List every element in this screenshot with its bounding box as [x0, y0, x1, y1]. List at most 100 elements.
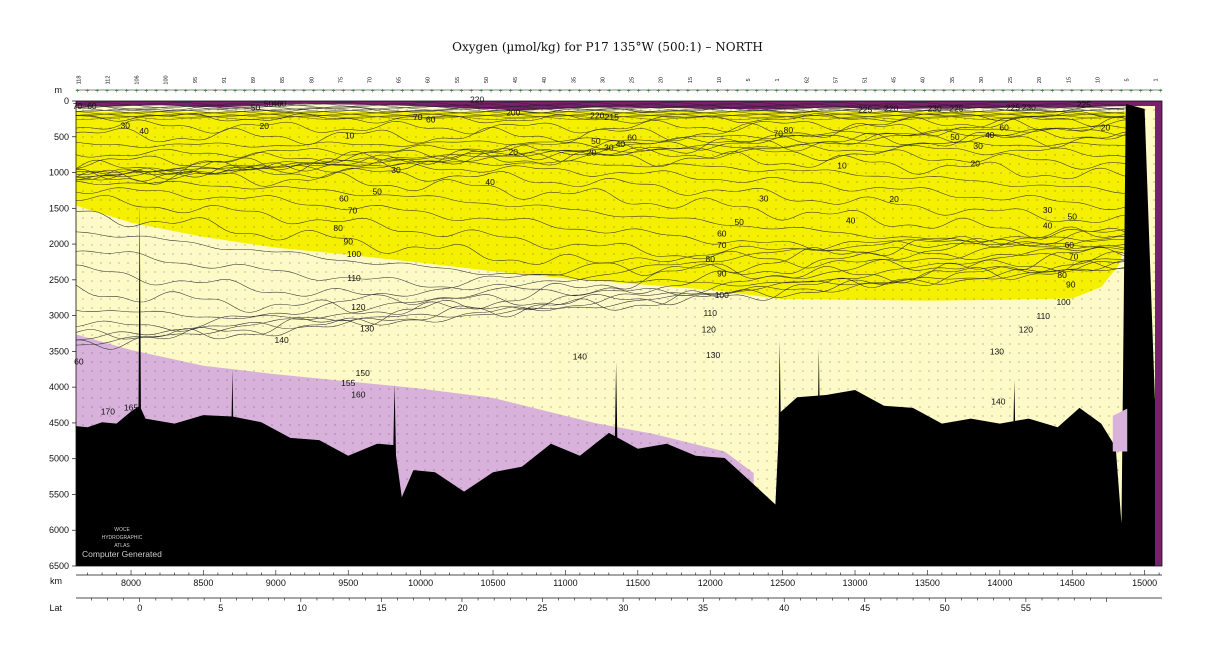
contour-label: 40	[273, 98, 283, 108]
distance-tick-label: 11000	[553, 578, 577, 588]
station-marker: +	[459, 88, 463, 95]
contour-label: 130	[706, 350, 720, 360]
station-marker: +	[1011, 88, 1015, 95]
station-marker: +	[981, 88, 985, 95]
contour-label: 80	[333, 223, 343, 233]
contour-label: 60	[277, 98, 287, 108]
latitude-tick-label: 5	[218, 603, 223, 613]
contour-label: 60	[426, 115, 436, 125]
station-marker: +	[765, 88, 769, 95]
station-label: 40	[542, 77, 548, 83]
station-marker: +	[883, 88, 887, 95]
station-marker: +	[400, 88, 404, 95]
station-marker: +	[75, 88, 79, 95]
station-marker: +	[361, 88, 365, 95]
latitude-tick-label: 35	[698, 603, 708, 613]
station-marker: +	[666, 88, 670, 95]
distance-tick-label: 15000	[1132, 578, 1157, 588]
latitude-tick-label: 45	[860, 603, 870, 613]
bathymetry	[76, 103, 1162, 566]
depth-tick-label: 1500	[49, 203, 69, 213]
station-marker: +	[696, 88, 700, 95]
contour-label: 20	[889, 194, 899, 204]
seamount-spike	[778, 340, 782, 459]
station-marker: +	[952, 88, 956, 95]
station-marker: +	[843, 88, 847, 95]
station-marker: +	[735, 88, 739, 95]
station-marker: +	[341, 88, 345, 95]
contour-label: 40	[616, 139, 626, 149]
station-marker: +	[164, 88, 168, 95]
seamount-spike	[1012, 380, 1016, 459]
station-label: 45	[892, 77, 898, 83]
depth-tick-label: 5000	[49, 454, 69, 464]
depth-tick-label: 2000	[49, 239, 69, 249]
station-marker: +	[873, 88, 877, 95]
contour-label: 20	[970, 158, 980, 168]
station-marker: +	[1149, 88, 1153, 95]
station-label: 25	[630, 77, 636, 83]
station-marker: +	[597, 88, 601, 95]
station-marker: +	[1090, 88, 1094, 95]
station-marker: +	[302, 88, 306, 95]
contour-label: 225	[1006, 103, 1020, 113]
latitude-tick-label: 55	[1021, 603, 1031, 613]
station-marker: +	[390, 88, 394, 95]
depth-axis-label: m	[55, 85, 63, 95]
station-label: 1	[1154, 78, 1160, 81]
station-marker: +	[410, 88, 414, 95]
station-marker: +	[351, 88, 355, 95]
latitude-tick-label: 50	[940, 603, 950, 613]
station-marker: +	[105, 88, 109, 95]
depth-tick-label: 3000	[49, 311, 69, 321]
contour-label: 70	[717, 240, 727, 250]
contour-label: 10	[345, 130, 355, 140]
contour-label: 225	[858, 105, 872, 115]
station-marker: +	[292, 88, 296, 95]
depth-tick-label: 5500	[49, 489, 69, 499]
station-marker: +	[715, 88, 719, 95]
station-marker: +	[617, 88, 621, 95]
latitude-tick-label: 25	[537, 603, 547, 613]
depth-tick-label: 6000	[49, 525, 69, 535]
contour-label: 30	[1043, 205, 1053, 215]
station-marker: +	[755, 88, 759, 95]
station-marker: +	[262, 88, 266, 95]
distance-tick-label: 10000	[408, 578, 433, 588]
distance-tick-label: 14000	[987, 578, 1012, 588]
contour-label: 140	[275, 335, 289, 345]
station-marker: +	[194, 88, 198, 95]
station-marker: +	[834, 88, 838, 95]
station-marker: +	[784, 88, 788, 95]
station-label: 57	[833, 77, 839, 83]
station-marker: +	[1050, 88, 1054, 95]
station-label: 75	[338, 77, 344, 83]
logo-line-3: ATLAS	[114, 543, 130, 549]
station-label: 35	[950, 77, 956, 83]
latitude-tick-label: 0	[137, 603, 142, 613]
station-marker: +	[154, 88, 158, 95]
station-marker: +	[971, 88, 975, 95]
station-marker: +	[725, 88, 729, 95]
station-label: 80	[309, 77, 315, 83]
contour-label: 110	[703, 308, 717, 318]
station-marker: +	[558, 88, 562, 95]
contour-label: 160	[351, 389, 365, 399]
station-marker: +	[518, 88, 522, 95]
contour-label: 40	[985, 130, 995, 140]
station-label: 91	[222, 77, 228, 83]
station-marker: +	[489, 88, 493, 95]
station-marker: +	[706, 88, 710, 95]
depth-tick-label: 2500	[49, 275, 69, 285]
station-marker: +	[578, 88, 582, 95]
chart-title: Oxygen (µmol/kg) for P17 135°W (500:1) –…	[452, 40, 763, 54]
station-marker: +	[420, 88, 424, 95]
contour-label: 140	[991, 397, 1005, 407]
contour-label: 20	[260, 121, 270, 131]
contour-label: 30	[973, 141, 983, 151]
distance-tick-label: 12500	[770, 578, 795, 588]
distance-tick-label: 12000	[698, 578, 723, 588]
contour-label: 70	[348, 206, 358, 216]
station-marker: +	[912, 88, 916, 95]
station-marker: +	[1060, 88, 1064, 95]
